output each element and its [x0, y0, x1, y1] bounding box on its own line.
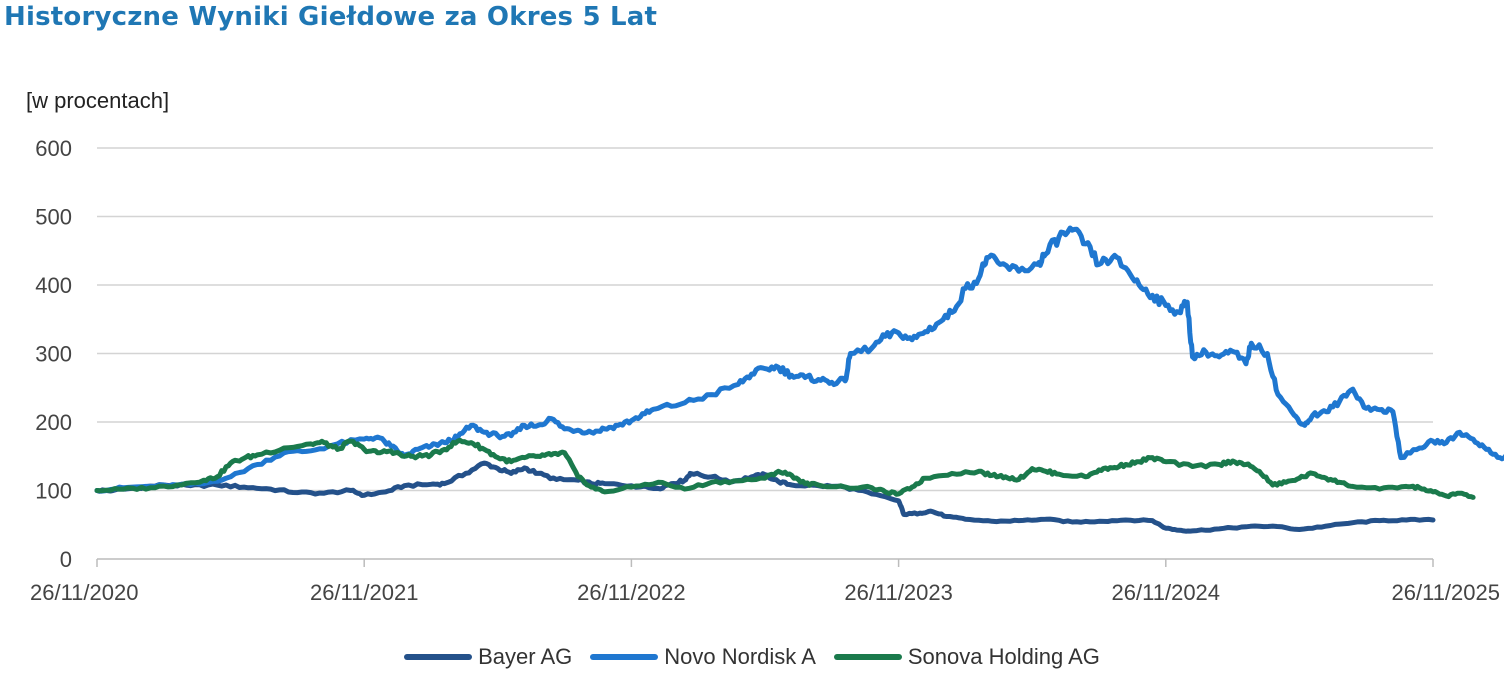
y-axis-unit-label: [w procentach] [26, 88, 170, 113]
legend-label: Novo Nordisk A [664, 644, 816, 669]
series-layer [94, 225, 1504, 534]
x-tick-label: 26/11/2024 [1112, 580, 1220, 605]
legend-label: Sonova Holding AG [907, 644, 1100, 669]
x-tick-label: 26/11/2021 [310, 580, 418, 605]
series-line-sonova-holding-ag [94, 437, 1476, 500]
y-tick-label: 500 [35, 205, 72, 230]
y-tick-label: 400 [35, 273, 72, 298]
legend-swatch [833, 654, 902, 660]
y-tick-label: 300 [35, 342, 72, 367]
x-tick-label: 26/11/2022 [577, 580, 685, 605]
gridlines [97, 147, 1433, 492]
x-axis: 26/11/2020 26/11/2021 26/11/2022 26/11/2023… [30, 558, 1500, 605]
y-tick-label: 200 [35, 410, 72, 435]
x-tick-label: 26/11/2020 [30, 580, 138, 605]
y-tick-label: 0 [60, 547, 72, 572]
legend-item: Bayer AG [404, 644, 572, 670]
legend-swatch [404, 654, 473, 660]
legend-swatch [590, 654, 659, 660]
line-chart: 0 100 200 300 400 500 600 26/11/2020 26/11/2021… [30, 136, 1504, 605]
x-tick-label: 26/11/2025 [1392, 580, 1500, 605]
series-line-novo-nordisk-a [94, 225, 1504, 494]
legend-item: Novo Nordisk A [590, 644, 816, 670]
chart-title: Historyczne Wyniki Giełdowe za Okres 5 L… [4, 2, 658, 32]
y-axis: 0 100 200 300 400 500 600 [35, 136, 72, 572]
y-tick-label: 600 [35, 136, 72, 161]
series-line-bayer-ag [94, 460, 1436, 534]
legend-item: Sonova Holding AG [833, 644, 1100, 670]
legend: Bayer AG Novo Nordisk A Sonova Holding AG [0, 642, 1504, 672]
y-tick-label: 100 [35, 479, 72, 504]
x-tick-label: 26/11/2023 [844, 580, 952, 605]
legend-label: Bayer AG [478, 644, 573, 669]
